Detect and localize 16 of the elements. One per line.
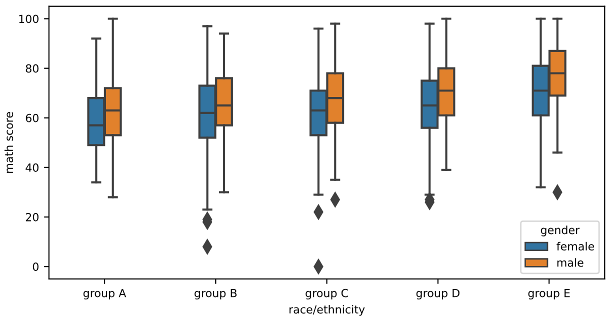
x-tick-label: group D [416,289,460,300]
x-tick-label: group B [194,289,237,300]
x-axis-title: race/ethnicity [290,304,365,316]
legend-label: male [557,258,584,267]
y-tick-label: 100 [19,14,38,24]
y-axis-title: math score [4,112,14,173]
y-tick-label: 60 [26,114,38,122]
x-tick-label: group A [83,289,126,300]
y-tick-label: 0 [32,262,38,271]
legend-label: female [556,242,594,250]
y-tick-label: 20 [26,212,38,222]
legend-title: gender [540,226,580,236]
y-tick-label: 80 [26,64,38,73]
x-tick-label: group C [306,288,348,300]
x-tick-label: group E [528,289,570,300]
y-tick-label: 40 [26,163,38,172]
